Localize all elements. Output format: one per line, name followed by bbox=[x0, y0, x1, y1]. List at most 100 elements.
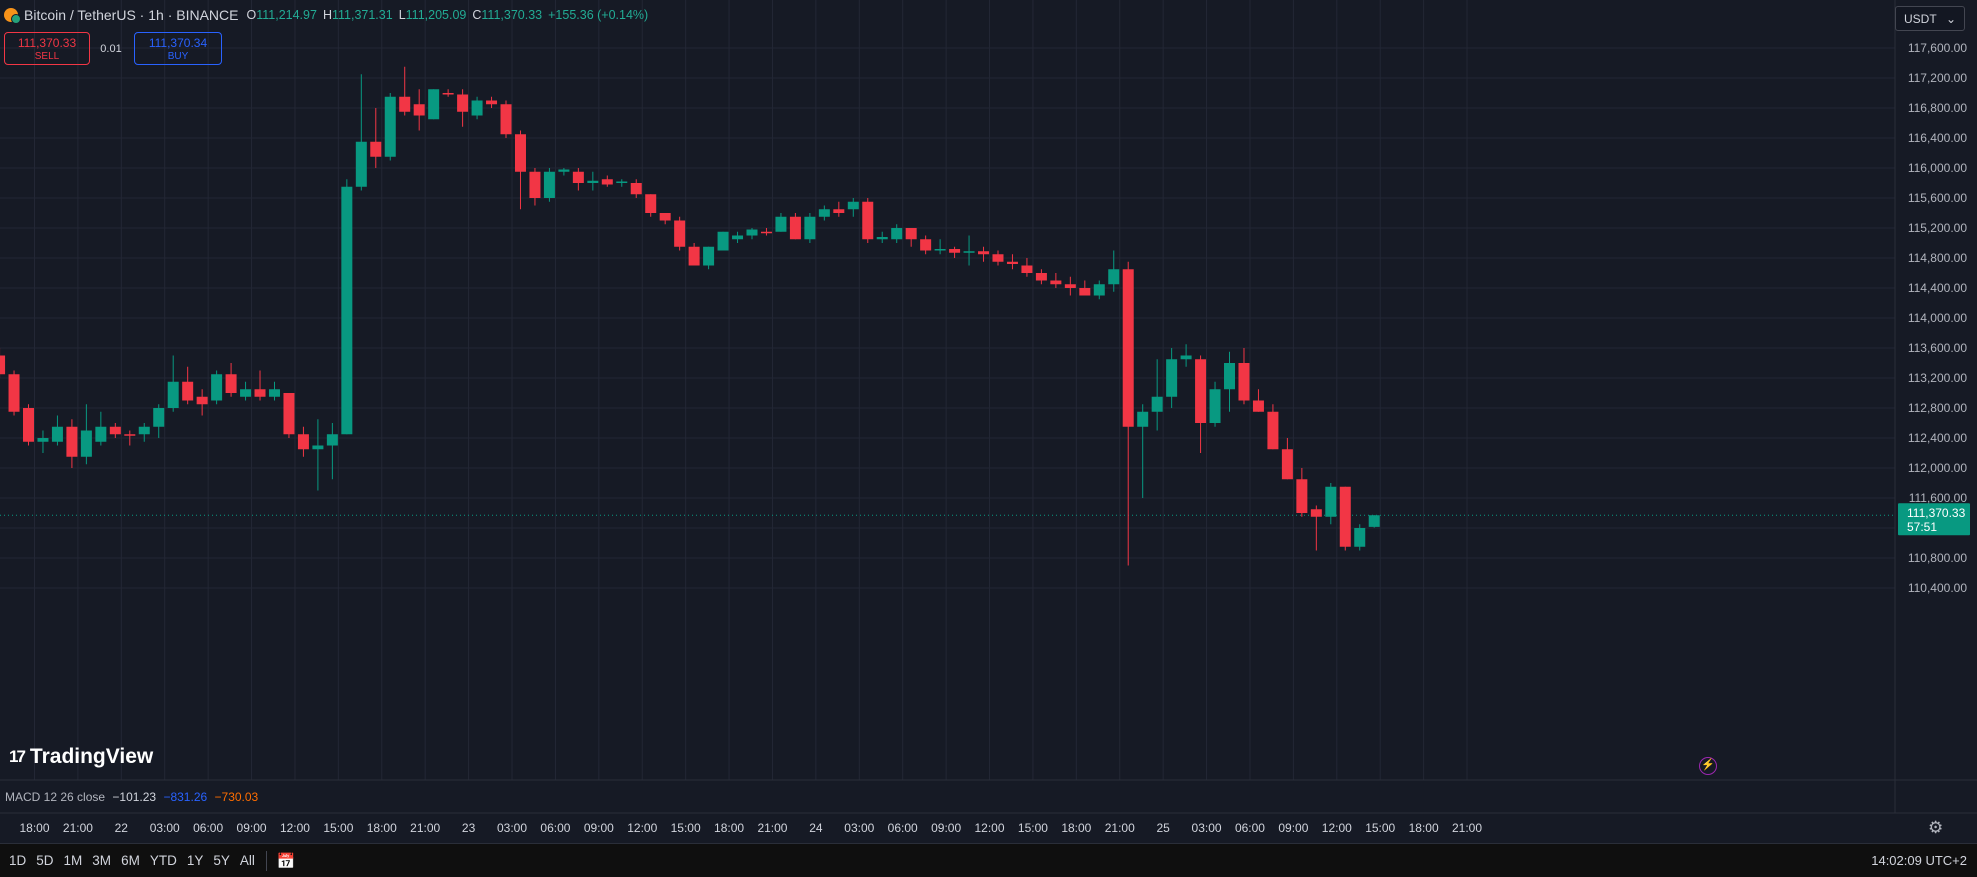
range-button-5d[interactable]: 5D bbox=[36, 853, 54, 868]
candle[interactable] bbox=[514, 130, 526, 210]
candle[interactable] bbox=[370, 108, 382, 168]
candle[interactable] bbox=[572, 168, 584, 191]
candle[interactable] bbox=[717, 231, 729, 251]
candle[interactable] bbox=[905, 228, 917, 247]
candle[interactable] bbox=[876, 231, 888, 243]
candle[interactable] bbox=[341, 179, 353, 435]
candle[interactable] bbox=[51, 415, 63, 446]
candle[interactable] bbox=[949, 246, 961, 258]
candle[interactable] bbox=[992, 250, 1004, 266]
candle[interactable] bbox=[268, 381, 280, 401]
candle[interactable] bbox=[211, 370, 223, 405]
candle[interactable] bbox=[732, 231, 744, 243]
candle[interactable] bbox=[0, 348, 6, 378]
candle[interactable] bbox=[254, 370, 266, 401]
candle[interactable] bbox=[1296, 468, 1308, 517]
candle[interactable] bbox=[8, 370, 20, 416]
candle[interactable] bbox=[283, 393, 295, 438]
candle[interactable] bbox=[471, 96, 483, 120]
candle[interactable] bbox=[645, 194, 657, 217]
candle[interactable] bbox=[1093, 280, 1105, 300]
candle[interactable] bbox=[1122, 261, 1134, 566]
candle[interactable] bbox=[760, 228, 772, 236]
candle[interactable] bbox=[23, 404, 34, 446]
tradingview-logo[interactable]: 17 TradingView bbox=[9, 745, 153, 769]
buy-button[interactable]: 111,370.34 BUY bbox=[134, 32, 222, 65]
candle[interactable] bbox=[95, 411, 107, 446]
candle[interactable] bbox=[182, 366, 194, 405]
candle[interactable] bbox=[558, 168, 570, 176]
candle[interactable] bbox=[804, 213, 816, 243]
range-button-ytd[interactable]: YTD bbox=[149, 853, 177, 868]
currency-select[interactable]: USDT ⌄ bbox=[1895, 6, 1965, 31]
lightning-icon[interactable]: ⚡ bbox=[1699, 757, 1717, 775]
candle[interactable] bbox=[297, 426, 309, 457]
candle[interactable] bbox=[862, 198, 874, 243]
candle[interactable] bbox=[1224, 351, 1236, 412]
candle[interactable] bbox=[1325, 483, 1337, 525]
candle[interactable] bbox=[1166, 348, 1178, 408]
candle[interactable] bbox=[66, 419, 78, 468]
candle[interactable] bbox=[1354, 524, 1366, 551]
candle[interactable] bbox=[1137, 404, 1149, 498]
candle[interactable] bbox=[1079, 280, 1091, 296]
candle[interactable] bbox=[167, 355, 179, 412]
settings-gear-icon[interactable]: ⚙ bbox=[1928, 818, 1944, 837]
candle[interactable] bbox=[1151, 359, 1163, 431]
range-button-6m[interactable]: 6M bbox=[121, 853, 140, 868]
candle[interactable] bbox=[1006, 254, 1018, 270]
candle[interactable] bbox=[1209, 381, 1221, 427]
candle[interactable] bbox=[688, 243, 700, 266]
candle[interactable] bbox=[659, 213, 671, 225]
candle[interactable] bbox=[529, 168, 541, 206]
candle[interactable] bbox=[543, 168, 555, 202]
symbol-legend[interactable]: Bitcoin / TetherUS · 1h · BINANCE O111,2… bbox=[4, 7, 654, 24]
candle[interactable] bbox=[1064, 276, 1076, 296]
candle[interactable] bbox=[442, 89, 454, 97]
candle[interactable] bbox=[775, 213, 787, 232]
candle[interactable] bbox=[428, 89, 440, 120]
candle[interactable] bbox=[109, 423, 121, 438]
range-button-3m[interactable]: 3M bbox=[92, 853, 112, 868]
candle[interactable] bbox=[1238, 348, 1250, 405]
candle[interactable] bbox=[1108, 250, 1120, 292]
candle[interactable] bbox=[601, 175, 613, 187]
range-button-all[interactable]: All bbox=[239, 853, 255, 868]
candle[interactable] bbox=[153, 404, 165, 438]
candle[interactable] bbox=[1035, 269, 1047, 285]
sell-button[interactable]: 111,370.33 SELL bbox=[4, 32, 90, 65]
range-button-5y[interactable]: 5Y bbox=[213, 853, 230, 868]
candle[interactable] bbox=[934, 239, 946, 255]
candle[interactable] bbox=[703, 246, 715, 270]
range-button-1d[interactable]: 1D bbox=[9, 853, 27, 868]
candle[interactable] bbox=[1368, 515, 1380, 528]
candle[interactable] bbox=[457, 89, 469, 127]
candle[interactable] bbox=[196, 389, 208, 416]
candle[interactable] bbox=[616, 179, 628, 187]
candle[interactable] bbox=[920, 235, 932, 255]
candle[interactable] bbox=[384, 93, 396, 161]
calendar-icon[interactable]: 📅 bbox=[276, 852, 296, 870]
candle[interactable] bbox=[847, 198, 859, 217]
candle[interactable] bbox=[833, 201, 845, 217]
candle[interactable] bbox=[355, 74, 367, 191]
macd-legend[interactable]: MACD 12 26 close −101.23 −831.26 −730.03 bbox=[5, 790, 258, 804]
candle[interactable] bbox=[1180, 344, 1192, 367]
candle[interactable] bbox=[1339, 486, 1351, 551]
candle[interactable] bbox=[1195, 355, 1207, 454]
candle[interactable] bbox=[1281, 438, 1293, 480]
candle[interactable] bbox=[630, 179, 642, 198]
candle[interactable] bbox=[1050, 273, 1062, 288]
range-button-1y[interactable]: 1Y bbox=[186, 853, 204, 868]
candle[interactable] bbox=[138, 423, 150, 442]
candle[interactable] bbox=[963, 235, 975, 266]
candle[interactable] bbox=[240, 381, 252, 401]
candle[interactable] bbox=[37, 430, 49, 454]
candle[interactable] bbox=[789, 213, 801, 240]
clock[interactable]: 14:02:09 UTC+2 bbox=[1871, 853, 1967, 868]
candle[interactable] bbox=[1252, 389, 1264, 412]
candle[interactable] bbox=[1021, 258, 1033, 277]
candle[interactable] bbox=[80, 404, 92, 465]
candle[interactable] bbox=[326, 423, 338, 480]
